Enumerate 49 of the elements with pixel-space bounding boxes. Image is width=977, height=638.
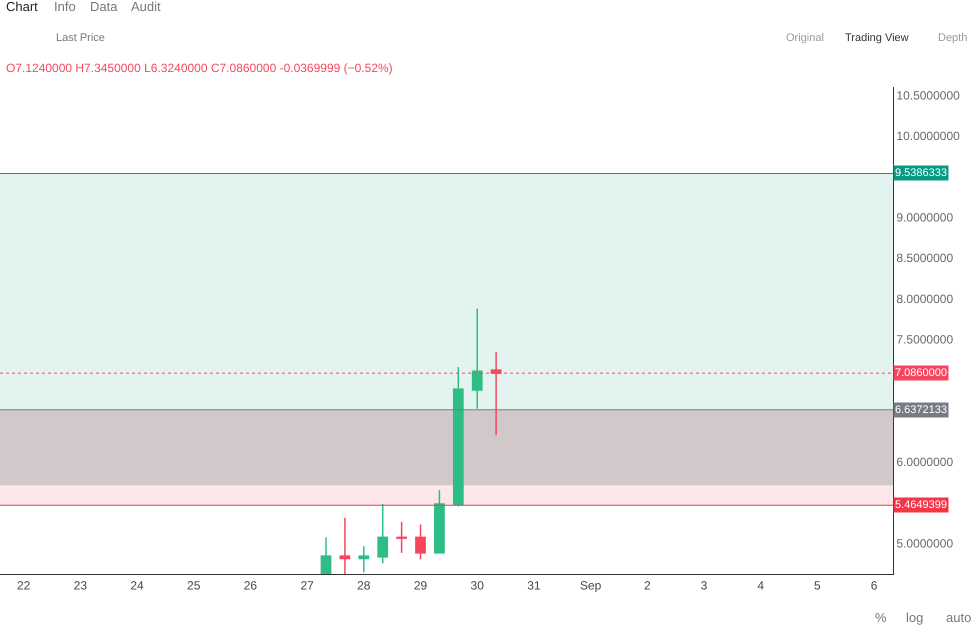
ref-line-label: 7.0860000 bbox=[895, 367, 947, 379]
text: Last Price bbox=[56, 32, 105, 44]
x-tick-label: 27 bbox=[300, 578, 314, 592]
x-tick-label: 2 bbox=[644, 578, 651, 592]
text: Original bbox=[786, 32, 824, 44]
ref-line-label: 6.6372133 bbox=[895, 404, 947, 416]
x-tick-label: 30 bbox=[470, 578, 484, 592]
x-tick-label: 5 bbox=[814, 578, 822, 592]
text: Trading View bbox=[845, 32, 909, 44]
x-tick-label: 22 bbox=[16, 578, 31, 592]
text: Data bbox=[90, 0, 118, 14]
y-tick-label: 5.0000000 bbox=[896, 536, 954, 550]
candlestick bbox=[377, 503, 388, 564]
text: Chart bbox=[6, 0, 38, 14]
candlestick bbox=[472, 308, 483, 410]
x-tick-label: 29 bbox=[414, 578, 428, 592]
y-tick-label: 8.5000000 bbox=[896, 251, 954, 266]
y-tick-label: 9.0000000 bbox=[896, 210, 954, 224]
y-tick-label: 8.0000000 bbox=[896, 292, 954, 306]
candlestick bbox=[396, 521, 407, 554]
candlestick bbox=[358, 546, 370, 574]
text: Depth bbox=[938, 32, 968, 44]
text: O7.1240000 H7.3450000 L6.3240000 C7.0860000 -0.0369999 (−0.52%) bbox=[6, 61, 393, 75]
text: % bbox=[875, 610, 887, 625]
x-tick-label: 26 bbox=[244, 578, 258, 592]
x-tick-label: 4 bbox=[757, 578, 764, 592]
candlestick bbox=[434, 489, 445, 554]
x-tick-label: 3 bbox=[700, 578, 708, 592]
x-tick-label: 31 bbox=[527, 578, 541, 592]
x-tick-label: 25 bbox=[187, 578, 201, 592]
candlestick bbox=[415, 524, 426, 560]
x-tick-label: 28 bbox=[357, 578, 371, 592]
x-tick-label: Sep bbox=[580, 578, 602, 592]
candlestick bbox=[320, 536, 332, 574]
y-tick-label: 7.5000000 bbox=[896, 332, 954, 347]
ref-line-label: 9.5386333 bbox=[895, 167, 947, 179]
y-tick-label: 10.5000000 bbox=[896, 88, 960, 102]
x-tick-label: 23 bbox=[74, 578, 88, 592]
y-tick-label: 6.0000000 bbox=[896, 454, 954, 469]
text: Info bbox=[54, 0, 76, 14]
candlestick bbox=[452, 366, 464, 508]
x-tick-label: 24 bbox=[130, 578, 144, 592]
text: log bbox=[906, 610, 924, 625]
ref-line-label: 5.4649399 bbox=[895, 499, 947, 511]
y-tick-label: 10.0000000 bbox=[896, 129, 960, 144]
text: auto bbox=[946, 610, 972, 625]
text: Audit bbox=[131, 0, 162, 14]
x-tick-label: 6 bbox=[870, 578, 878, 592]
candlestick bbox=[340, 517, 350, 574]
